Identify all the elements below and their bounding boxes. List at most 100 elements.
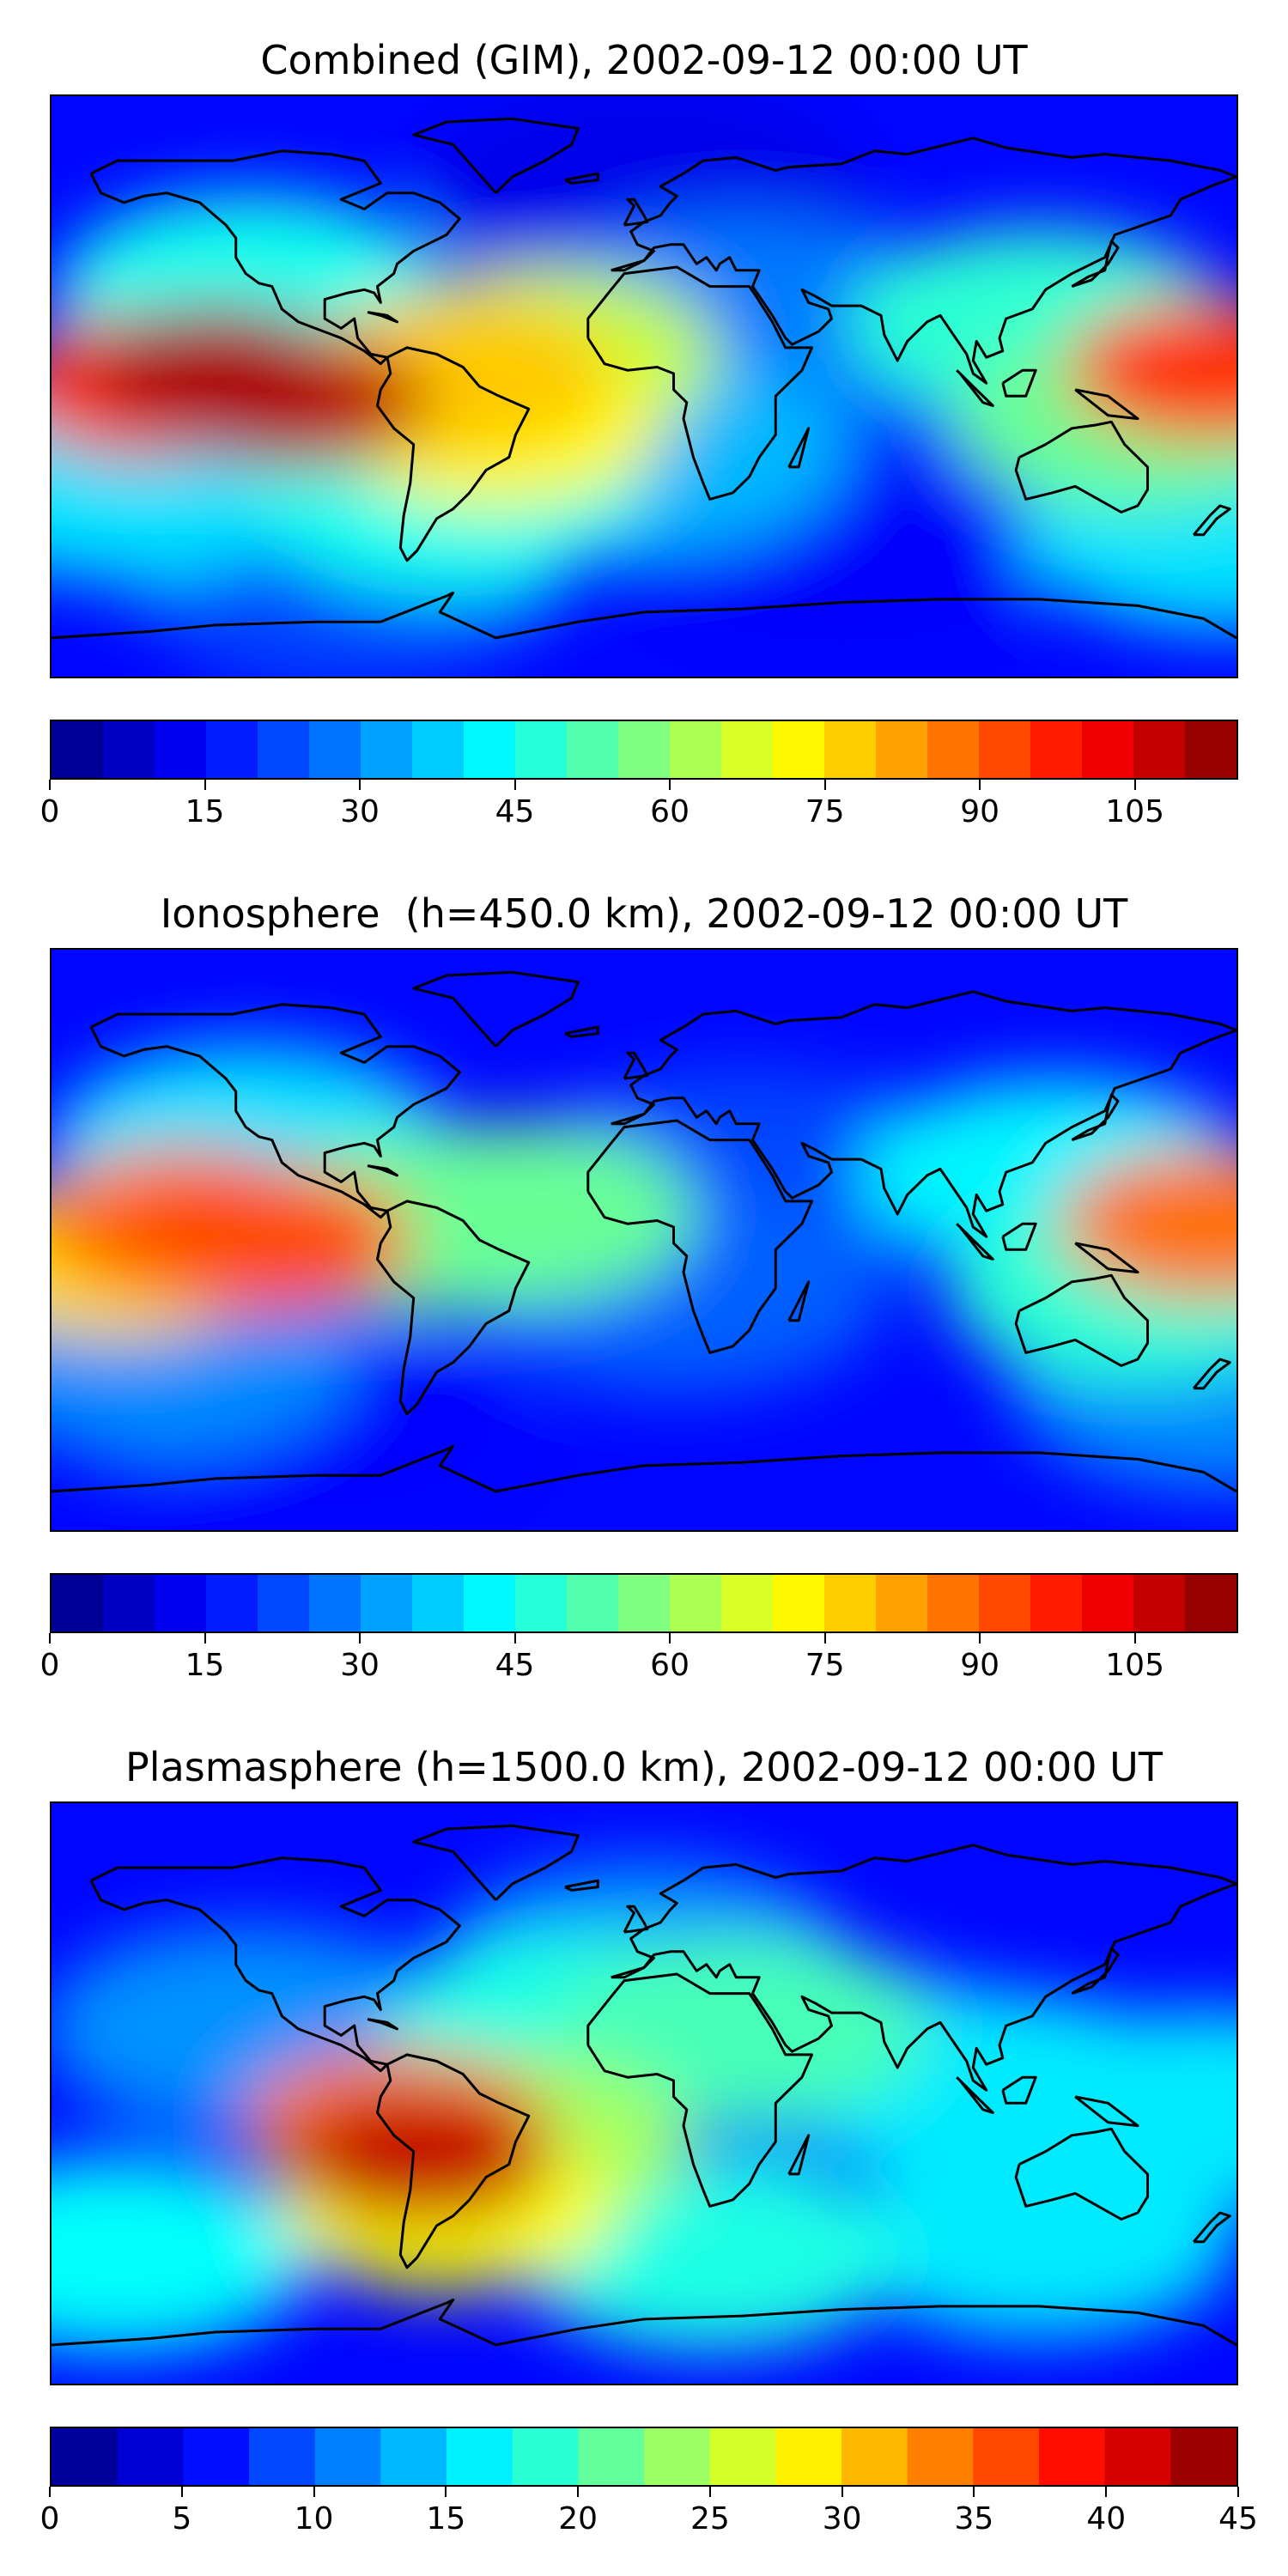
- colorbar-tick: [180, 2487, 183, 2497]
- colorbar-tick-label: 15: [426, 2501, 466, 2537]
- colorbar-tick-label: 90: [960, 1648, 1000, 1683]
- colorbar-segment: [907, 2428, 975, 2485]
- colorbar-tick: [445, 2487, 447, 2497]
- colorbar-tick-label: 45: [495, 1648, 535, 1683]
- coastline: [1074, 2095, 1139, 2128]
- colorbar-tick: [823, 780, 826, 790]
- colorbar-tick-label: 25: [690, 2501, 730, 2537]
- coastline: [1014, 1273, 1149, 1367]
- coastline: [623, 1051, 649, 1080]
- colorbar-segment: [973, 2428, 1040, 2485]
- colorbar-tick: [1133, 780, 1136, 790]
- coastline: [611, 1844, 1236, 2092]
- colorbar-tick: [1105, 2487, 1108, 2497]
- colorbar-tick: [1133, 1633, 1136, 1643]
- colorbar-segment: [52, 721, 104, 778]
- colorbar-tick: [1237, 2487, 1239, 2497]
- colorbar-segment: [618, 721, 671, 778]
- coastline: [1014, 420, 1149, 513]
- colorbar-tick: [513, 1633, 516, 1643]
- coastline: [1071, 1093, 1120, 1142]
- coastline: [1193, 1358, 1231, 1390]
- colorbar-tick-label: 0: [39, 794, 60, 829]
- panel-3-colorbar: [50, 2427, 1238, 2487]
- coastline: [1071, 1947, 1120, 1996]
- colorbar-segment: [773, 1575, 825, 1631]
- colorbar-segment: [183, 2428, 250, 2485]
- colorbar-segment: [927, 721, 980, 778]
- colorbar-tick-label: 40: [1086, 2501, 1127, 2537]
- colorbar-segment: [824, 721, 877, 778]
- coastline: [611, 990, 1236, 1238]
- data-blob: [87, 306, 345, 435]
- colorbar-tick-label: 105: [1105, 1648, 1164, 1683]
- colorbar-segment: [1039, 2428, 1106, 2485]
- colorbar-tick-label: 45: [1218, 2501, 1258, 2537]
- colorbar-segment: [52, 2428, 118, 2485]
- panel-1-colorbar-svg: [52, 721, 1236, 778]
- coastline: [611, 137, 1236, 385]
- data-blob: [118, 1166, 413, 1314]
- coastline: [1014, 2127, 1149, 2221]
- colorbar-tick-label: 90: [960, 794, 1000, 829]
- panel-1-title: Combined (GIM), 2002-09-12 00:00 UT: [260, 37, 1028, 83]
- colorbar-segment: [1030, 1575, 1083, 1631]
- colorbar-segment: [841, 2428, 908, 2485]
- colorbar-tick: [841, 2487, 843, 2497]
- coastline: [1001, 2075, 1037, 2105]
- colorbar-tick: [359, 780, 361, 790]
- coastline: [564, 172, 599, 185]
- colorbar-tick-label: 20: [558, 2501, 598, 2537]
- colorbar-segment: [155, 1575, 207, 1631]
- colorbar-tick: [577, 2487, 580, 2497]
- colorbar-segment: [206, 721, 258, 778]
- colorbar-segment: [361, 721, 413, 778]
- colorbar-segment: [979, 721, 1031, 778]
- colorbar-tick-label: 60: [650, 1648, 690, 1683]
- colorbar-segment: [773, 721, 825, 778]
- colorbar-segment: [670, 721, 722, 778]
- coastline: [564, 1025, 599, 1038]
- colorbar-tick: [204, 1633, 206, 1643]
- colorbar-tick: [204, 780, 206, 790]
- colorbar-segment: [380, 2428, 447, 2485]
- coastline: [52, 2298, 1236, 2347]
- colorbar-segment: [1185, 1575, 1236, 1631]
- colorbar-tick: [313, 2487, 315, 2497]
- coastline: [52, 591, 1236, 640]
- colorbar-tick-label: 60: [650, 794, 690, 829]
- panel-2-colorbar-ticks: 0 15 30 45 60 75 90 105: [40, 1633, 1238, 1685]
- coastline: [412, 117, 580, 194]
- colorbar-tick-label: 105: [1105, 794, 1164, 829]
- coastline: [586, 1972, 813, 2208]
- coastline: [367, 2018, 398, 2031]
- coastline: [1001, 1222, 1037, 1251]
- coastline: [956, 369, 994, 407]
- panel-1-colorbar: [50, 720, 1238, 780]
- coastline: [367, 311, 398, 324]
- coastline: [89, 1003, 461, 1219]
- colorbar-segment: [464, 721, 516, 778]
- colorbar-tick: [708, 2487, 711, 2497]
- colorbar-segment: [309, 1575, 361, 1631]
- data-blob: [328, 1121, 696, 1307]
- colorbar-segment: [775, 2428, 842, 2485]
- data-blob: [1066, 298, 1236, 442]
- panel-2-map-svg: [52, 950, 1236, 1530]
- coastline: [623, 197, 649, 227]
- colorbar-segment: [1030, 721, 1083, 778]
- colorbar-tick-label: 15: [185, 1648, 225, 1683]
- colorbar-segment: [512, 2428, 580, 2485]
- colorbar-segment: [1082, 721, 1134, 778]
- colorbar-segment: [515, 1575, 568, 1631]
- colorbar-tick: [973, 2487, 975, 2497]
- colorbar-segment: [258, 1575, 310, 1631]
- colorbar-tick-label: 30: [340, 1648, 380, 1683]
- panel-2-title: Ionosphere (h=450.0 km), 2002-09-12 00:0…: [160, 890, 1128, 937]
- colorbar-tick-label: 0: [39, 1648, 60, 1683]
- colorbar-tick: [979, 780, 981, 790]
- colorbar-segment: [670, 1575, 722, 1631]
- colorbar-segment: [52, 1575, 104, 1631]
- data-blob: [841, 2139, 1236, 2338]
- coastline: [412, 970, 580, 1048]
